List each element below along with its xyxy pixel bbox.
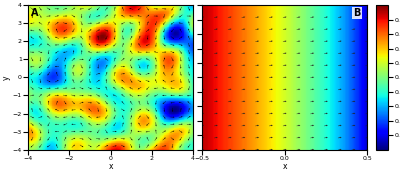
X-axis label: x: x: [282, 162, 287, 171]
Text: A: A: [31, 8, 39, 18]
X-axis label: x: x: [108, 162, 113, 171]
Y-axis label: y: y: [2, 75, 11, 80]
Text: B: B: [353, 8, 361, 18]
